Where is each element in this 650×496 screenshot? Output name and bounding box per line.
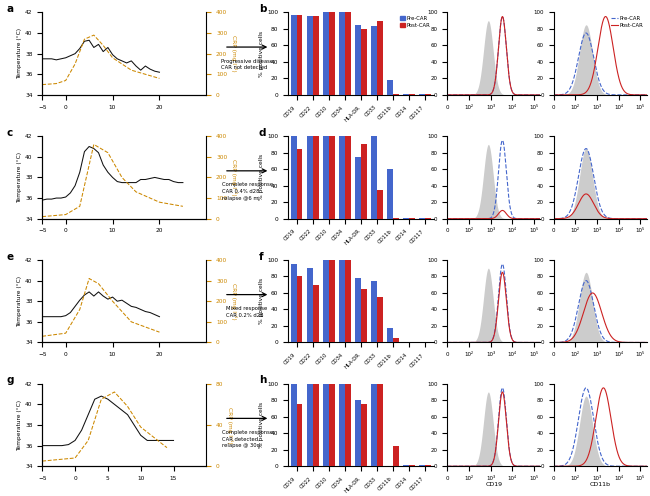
- Bar: [361, 289, 367, 342]
- Bar: [393, 218, 399, 219]
- Bar: [377, 297, 383, 342]
- Bar: [355, 400, 361, 466]
- Bar: [307, 136, 313, 219]
- Bar: [329, 12, 335, 95]
- Text: d: d: [259, 128, 266, 138]
- Bar: [345, 136, 350, 219]
- Bar: [296, 404, 302, 466]
- Bar: [339, 260, 345, 342]
- Legend: Pre-CAR, Post-CAR: Pre-CAR, Post-CAR: [399, 15, 432, 29]
- Bar: [355, 157, 361, 219]
- Bar: [313, 136, 318, 219]
- Bar: [409, 94, 415, 95]
- Bar: [425, 465, 431, 466]
- Y-axis label: CRP (mg l⁻¹): CRP (mg l⁻¹): [227, 407, 233, 443]
- Bar: [403, 465, 409, 466]
- Bar: [313, 285, 318, 342]
- Legend: Pre-CAR, Post-CAR: Pre-CAR, Post-CAR: [610, 15, 644, 28]
- Bar: [393, 94, 399, 95]
- Text: Progressive disease
CAR not detected: Progressive disease CAR not detected: [221, 59, 273, 70]
- Bar: [329, 260, 335, 342]
- Text: g: g: [6, 375, 14, 385]
- Bar: [403, 94, 409, 95]
- Bar: [329, 384, 335, 466]
- Bar: [355, 25, 361, 95]
- Bar: [323, 12, 329, 95]
- Bar: [355, 278, 361, 342]
- Bar: [307, 268, 313, 342]
- Bar: [387, 169, 393, 219]
- Bar: [377, 21, 383, 95]
- Bar: [425, 94, 431, 95]
- Bar: [387, 80, 393, 95]
- Bar: [393, 445, 399, 466]
- Y-axis label: % positive cells: % positive cells: [259, 31, 265, 77]
- Y-axis label: Temperature (°C): Temperature (°C): [18, 28, 22, 79]
- Bar: [339, 384, 345, 466]
- Bar: [419, 94, 425, 95]
- Y-axis label: % positive cells: % positive cells: [259, 278, 265, 324]
- Bar: [361, 404, 367, 466]
- Bar: [296, 149, 302, 219]
- Bar: [291, 264, 296, 342]
- X-axis label: CD11b: CD11b: [590, 482, 610, 488]
- Bar: [371, 26, 377, 95]
- Text: f: f: [259, 251, 263, 262]
- Bar: [339, 12, 345, 95]
- Bar: [345, 12, 350, 95]
- Y-axis label: CRP (mg l⁻¹): CRP (mg l⁻¹): [231, 159, 237, 196]
- Bar: [339, 136, 345, 219]
- Bar: [291, 136, 296, 219]
- Y-axis label: Temperature (°C): Temperature (°C): [18, 152, 22, 203]
- Bar: [291, 384, 296, 466]
- Y-axis label: % positive cells: % positive cells: [259, 402, 265, 448]
- Bar: [307, 384, 313, 466]
- Bar: [377, 190, 383, 219]
- Bar: [371, 136, 377, 219]
- X-axis label: CD19: CD19: [485, 482, 502, 488]
- Bar: [313, 16, 318, 95]
- Bar: [291, 15, 296, 95]
- Bar: [307, 16, 313, 95]
- Bar: [371, 281, 377, 342]
- Bar: [323, 260, 329, 342]
- Bar: [377, 384, 383, 466]
- Text: e: e: [6, 251, 13, 262]
- Text: b: b: [259, 4, 266, 14]
- Y-axis label: % positive cells: % positive cells: [259, 154, 265, 200]
- Text: Complete response
CAR 0.4% d28
relapse @6 m: Complete response CAR 0.4% d28 relapse @…: [222, 183, 272, 200]
- Text: a: a: [6, 4, 13, 14]
- Bar: [409, 218, 415, 219]
- Bar: [419, 465, 425, 466]
- Text: h: h: [259, 375, 266, 385]
- Bar: [329, 136, 335, 219]
- Bar: [403, 218, 409, 219]
- Y-axis label: Temperature (°C): Temperature (°C): [18, 399, 22, 450]
- Bar: [345, 260, 350, 342]
- Bar: [361, 144, 367, 219]
- Bar: [323, 136, 329, 219]
- Bar: [371, 384, 377, 466]
- Y-axis label: CRP (mg l⁻¹): CRP (mg l⁻¹): [231, 35, 237, 72]
- Y-axis label: Temperature (°C): Temperature (°C): [18, 276, 22, 327]
- Y-axis label: CRP (mg l⁻¹): CRP (mg l⁻¹): [231, 283, 237, 319]
- Text: Complete response
CAR detected,
relapse @ 30d: Complete response CAR detected, relapse …: [222, 430, 272, 448]
- Text: Mixed response
CAR 0.2% d28: Mixed response CAR 0.2% d28: [226, 306, 268, 318]
- Text: c: c: [6, 128, 12, 138]
- Bar: [393, 338, 399, 342]
- Bar: [313, 384, 318, 466]
- Bar: [409, 465, 415, 466]
- Bar: [361, 29, 367, 95]
- Bar: [425, 218, 431, 219]
- Bar: [345, 384, 350, 466]
- Bar: [387, 328, 393, 342]
- Bar: [296, 276, 302, 342]
- Bar: [323, 384, 329, 466]
- Bar: [419, 218, 425, 219]
- Bar: [296, 15, 302, 95]
